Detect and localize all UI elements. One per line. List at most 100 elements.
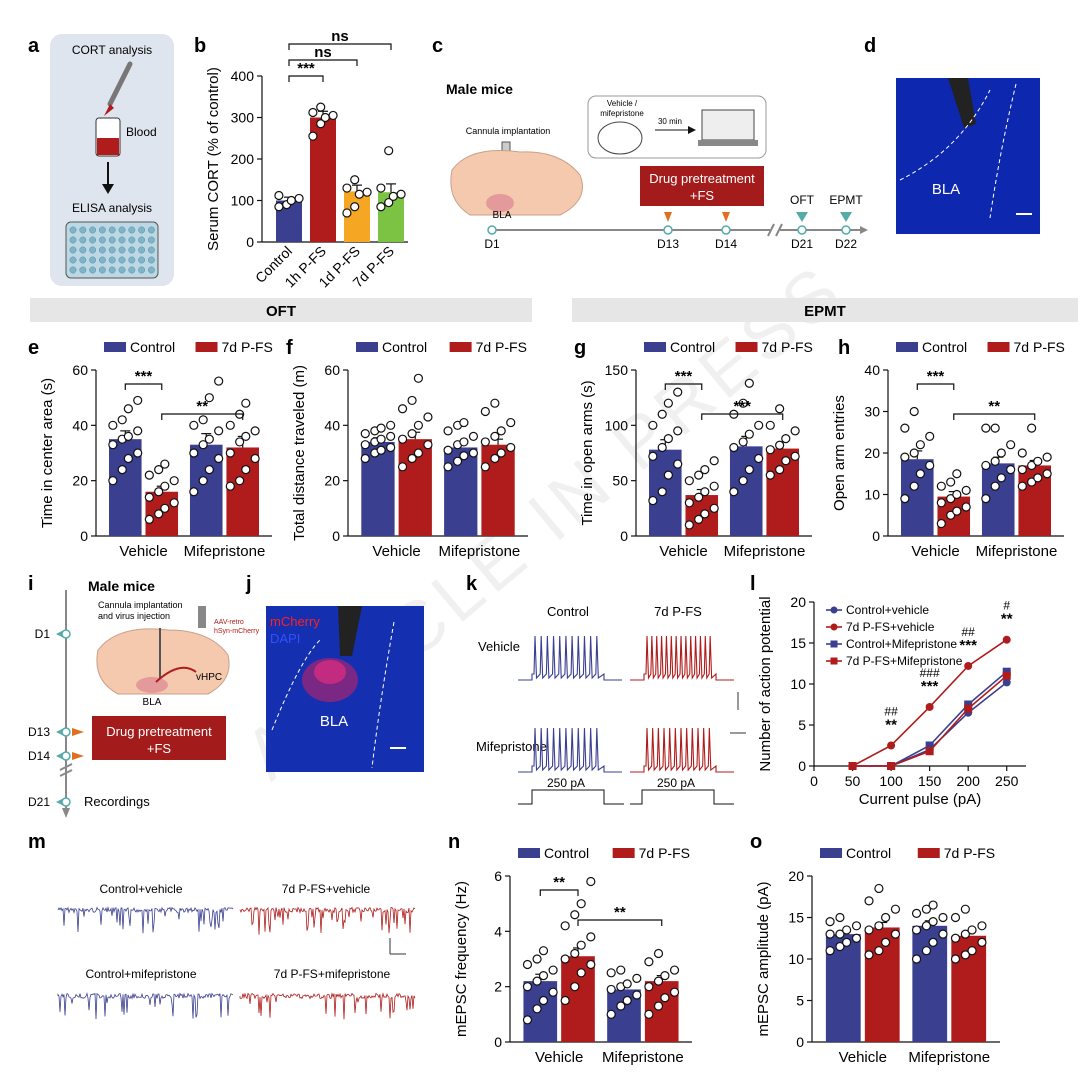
chart-g-point (738, 437, 748, 447)
test-label-epmt: EPMT (829, 193, 863, 207)
chart-g: 0 50 100 150 Time in open arms (s) Vehicle Mif… (579, 339, 813, 560)
chart-n-point (532, 1004, 542, 1014)
chart-l-point (887, 762, 896, 770)
chart-e-point (144, 470, 154, 480)
chart-e-point (189, 420, 199, 430)
dapi-label: DAPI (270, 631, 300, 646)
test-label-oft: OFT (790, 193, 815, 207)
chart-h-point (981, 460, 991, 471)
chart-o-group-label: Vehicle (839, 1049, 887, 1066)
chart-l-ytick: 15 (790, 635, 806, 651)
chart-e-point (225, 420, 235, 430)
panel-letter-n: n (448, 831, 460, 853)
chart-n-legend-swatch (518, 848, 540, 858)
chart-e-point (154, 487, 164, 497)
chart-e-point (160, 481, 170, 491)
chart-g-point (781, 456, 791, 466)
chart-o-point (874, 883, 884, 894)
male-mice-title: Male mice (446, 81, 513, 97)
cannula-track-icon-j (338, 606, 362, 656)
chart-f-point (443, 445, 453, 455)
chart-b-point (320, 112, 330, 123)
chart-h-ylabel: Open arm entries (831, 395, 848, 511)
chart-n-point (644, 1009, 654, 1019)
mepsc-trace-pfs-vehicle (239, 906, 416, 935)
chart-o-point (874, 946, 884, 956)
chart-h-point (952, 489, 962, 500)
day-marker-D13 (663, 225, 673, 235)
chart-b-point (350, 202, 360, 212)
chart-f-point (386, 442, 396, 453)
i-day-label-D13: D13 (28, 725, 50, 739)
chart-g-point (738, 398, 748, 408)
chart-n-point (570, 982, 580, 992)
chart-b-point (316, 102, 326, 112)
chart-f-point (407, 395, 417, 406)
i-day-label-D21: D21 (28, 795, 50, 809)
chart-g-ylabel: Time in open arms (s) (579, 380, 596, 525)
chart-f-point (468, 448, 479, 458)
chart-n-point (606, 984, 616, 995)
panel-letter-e: e (28, 337, 39, 359)
chart-h-point (996, 473, 1006, 483)
chart-l: 0 5 10 15 20 Number of action potential 0 50 100… (757, 594, 1026, 808)
chart-n-point (644, 982, 654, 992)
chart-l-annotation: ### (920, 666, 940, 680)
pipette-icon (107, 61, 133, 107)
chart-e: 0 20 40 60 Time in center area (s) Vehicle Mif… (39, 339, 273, 560)
chart-n-point (538, 995, 549, 1006)
chart-h-point (936, 518, 946, 529)
chart-o-point (851, 933, 862, 943)
chart-n-point (622, 995, 632, 1006)
chart-o-point (825, 917, 835, 927)
chart-g-point (657, 409, 667, 419)
chart-f-point (506, 442, 516, 453)
chart-e-bracket (124, 383, 163, 390)
chart-e-point (214, 453, 224, 464)
chart-o-point (928, 937, 938, 948)
chart-h-group-label: Vehicle (911, 543, 959, 560)
chart-f-point (506, 417, 516, 428)
chart-o-point (938, 912, 948, 923)
chart-f-point (397, 434, 408, 444)
chart-h-point (996, 448, 1006, 458)
chart-g-point (663, 398, 673, 408)
chart-f-point (480, 462, 490, 472)
chart-e-ytick: 60 (72, 362, 88, 378)
chart-b-point (274, 202, 284, 212)
chart-l-xlabel: Current pulse (pA) (859, 791, 982, 808)
day-label-D22: D22 (835, 237, 857, 251)
chart-e-point (250, 453, 260, 464)
chart-l-legend-label: Control+vehicle (846, 603, 929, 617)
chart-n-point (669, 965, 680, 975)
chart-n-point (586, 959, 596, 970)
chart-e-sig-label: ** (196, 398, 208, 415)
chart-h-legend-swatch (987, 342, 1010, 352)
chart-o-point (825, 929, 835, 939)
chart-f-point (490, 453, 500, 464)
trace-control-mife (518, 727, 622, 773)
blood-drop-icon (104, 104, 114, 116)
chart-o-point (950, 912, 961, 923)
chart-l-ytick: 0 (798, 758, 806, 774)
chart-n-point (522, 982, 533, 992)
chart-n-bracket (577, 919, 663, 926)
chart-l-ylabel: Number of action potential (757, 596, 774, 771)
chart-g-point (709, 456, 719, 466)
chart-o-point (842, 925, 852, 935)
surgery-line1: Cannula implantation (98, 600, 183, 610)
chart-h-point (925, 460, 935, 471)
chart-l-point (964, 700, 973, 709)
panel-letter-f: f (286, 337, 293, 359)
chart-o-point (835, 929, 845, 939)
chart-e-ytick: 40 (72, 417, 88, 433)
chart-b-point (316, 119, 326, 129)
chart-f-point (459, 437, 469, 447)
chart-h-ytick: 0 (872, 528, 880, 544)
panel-letter-k: k (466, 573, 478, 595)
chart-n-point (560, 921, 570, 931)
chart-g-point (663, 470, 673, 480)
panel-i-timeline: Male mice Cannula implantation and virus… (28, 578, 260, 818)
chart-n-point (622, 979, 632, 989)
chart-n-point (644, 957, 654, 967)
